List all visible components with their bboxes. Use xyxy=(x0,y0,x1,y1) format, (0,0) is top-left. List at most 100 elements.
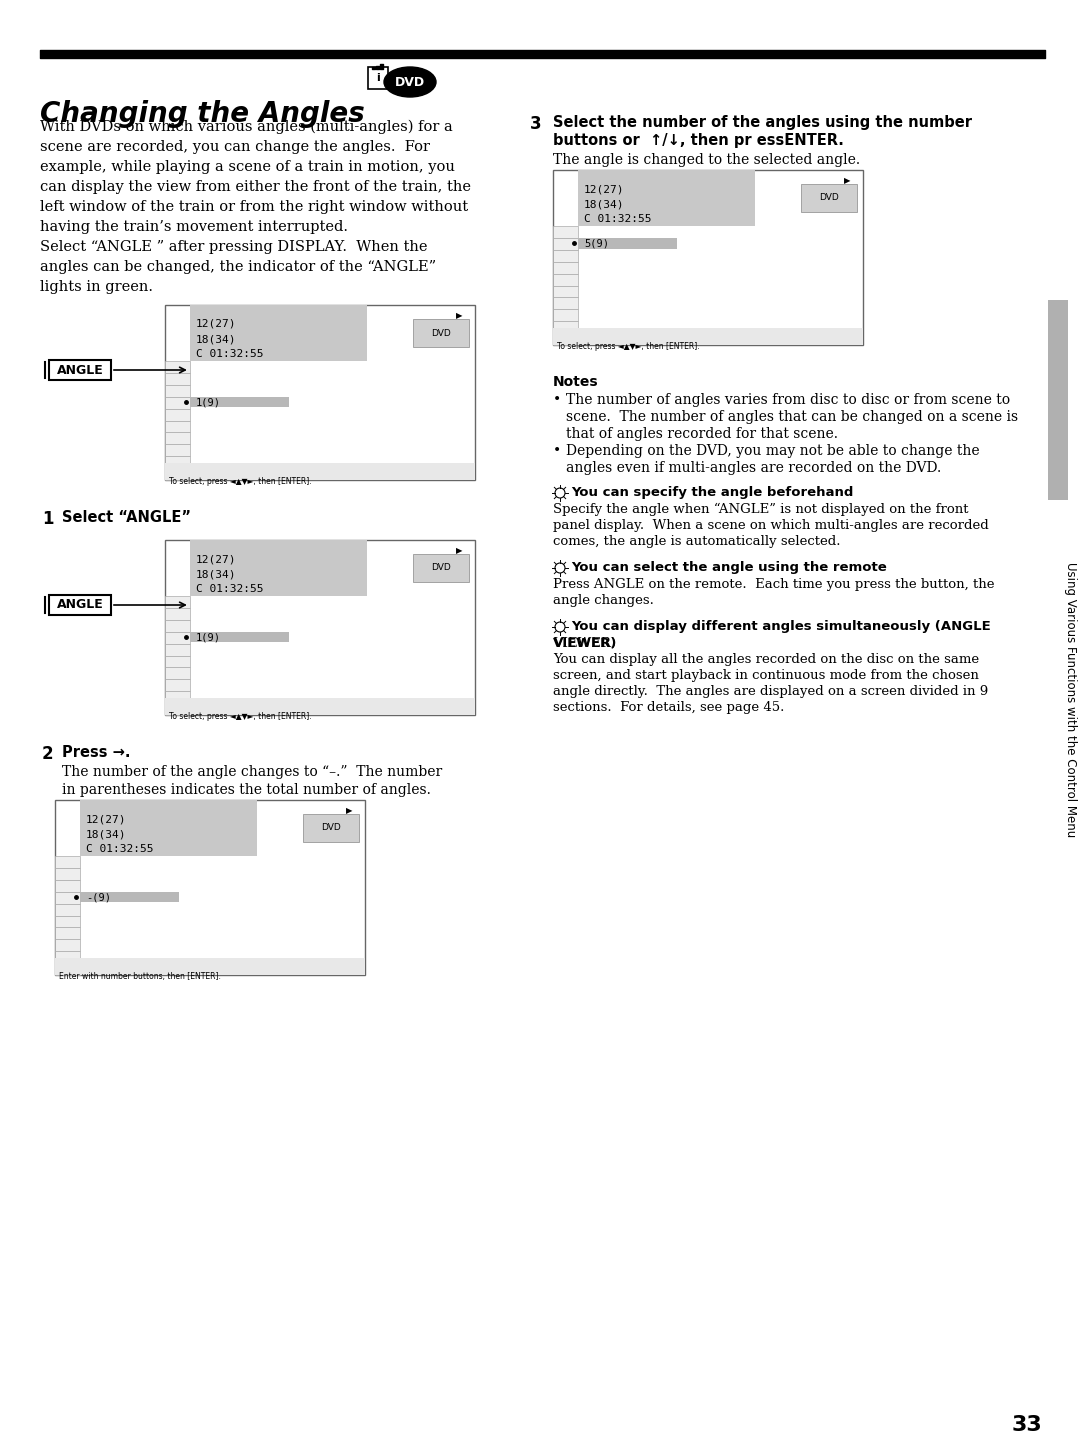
Text: 18(34): 18(34) xyxy=(195,334,237,344)
Bar xyxy=(165,692,190,703)
Text: screen, and start playback in continuous mode from the chosen: screen, and start playback in continuous… xyxy=(553,669,978,682)
Text: The number of angles varies from disc to disc or from scene to: The number of angles varies from disc to… xyxy=(566,393,1010,406)
Text: 1(9): 1(9) xyxy=(195,398,221,406)
Bar xyxy=(165,597,190,608)
Bar xyxy=(165,444,190,457)
Text: DVD: DVD xyxy=(431,563,450,572)
Text: angle changes.: angle changes. xyxy=(553,594,653,607)
Bar xyxy=(165,396,190,409)
Bar xyxy=(165,644,190,656)
Bar xyxy=(553,310,578,321)
Bar xyxy=(578,170,755,226)
Text: DVD: DVD xyxy=(321,823,341,833)
Text: With DVDs on which various angles (multi-angles) for a: With DVDs on which various angles (multi… xyxy=(40,120,453,134)
Text: having the train’s movement interrupted.: having the train’s movement interrupted. xyxy=(40,220,348,233)
Circle shape xyxy=(555,623,565,633)
Text: C 01:32:55: C 01:32:55 xyxy=(195,584,264,594)
Text: You can specify the angle beforehand: You can specify the angle beforehand xyxy=(571,486,853,499)
Bar xyxy=(55,904,80,915)
Text: ▶: ▶ xyxy=(456,546,462,555)
Bar xyxy=(413,318,469,347)
Text: panel display.  When a scene on which multi-angles are recorded: panel display. When a scene on which mul… xyxy=(553,519,989,532)
Text: ▶: ▶ xyxy=(456,311,462,320)
Bar xyxy=(165,656,190,667)
Text: The angle is changed to the selected angle.: The angle is changed to the selected ang… xyxy=(553,153,860,167)
Text: VIEWER): VIEWER) xyxy=(553,637,618,650)
Bar xyxy=(553,274,578,285)
Bar xyxy=(553,285,578,297)
Circle shape xyxy=(555,488,565,499)
Bar xyxy=(165,620,190,631)
Text: 12(27): 12(27) xyxy=(86,814,126,824)
Bar xyxy=(165,463,475,480)
Bar xyxy=(165,409,190,421)
Text: 1(9): 1(9) xyxy=(195,633,221,643)
Text: 12(27): 12(27) xyxy=(195,553,237,563)
Bar xyxy=(55,856,80,867)
Text: Select “ANGLE”: Select “ANGLE” xyxy=(62,510,191,525)
Circle shape xyxy=(555,563,565,574)
Text: Press ANGLE on the remote.  Each time you press the button, the: Press ANGLE on the remote. Each time you… xyxy=(553,578,995,591)
Text: 2: 2 xyxy=(42,745,54,762)
Bar xyxy=(553,333,578,344)
Bar xyxy=(553,170,863,344)
Text: angles even if multi-angles are recorded on the DVD.: angles even if multi-angles are recorded… xyxy=(566,461,942,476)
Bar xyxy=(190,305,366,362)
Bar xyxy=(55,940,80,951)
Text: Enter with number buttons, then [ENTER].: Enter with number buttons, then [ENTER]. xyxy=(59,973,221,981)
Bar xyxy=(165,385,190,396)
Text: scene.  The number of angles that can be changed on a scene is: scene. The number of angles that can be … xyxy=(566,411,1018,424)
Bar xyxy=(303,814,359,842)
Text: ▶: ▶ xyxy=(845,176,851,184)
FancyBboxPatch shape xyxy=(49,360,111,380)
Text: To select, press ◄▲▼►, then [ENTER].: To select, press ◄▲▼►, then [ENTER]. xyxy=(168,477,312,487)
Text: ANGLE: ANGLE xyxy=(56,363,104,376)
Bar xyxy=(55,951,80,963)
Text: Select the number of the angles using the number: Select the number of the angles using th… xyxy=(553,115,972,130)
Text: •: • xyxy=(553,393,562,406)
Bar xyxy=(165,697,475,715)
Text: Depending on the DVD, you may not be able to change the: Depending on the DVD, you may not be abl… xyxy=(566,444,980,458)
Bar xyxy=(55,867,80,880)
Text: 3: 3 xyxy=(530,115,542,133)
Text: left window of the train or from the right window without: left window of the train or from the rig… xyxy=(40,200,468,215)
Bar xyxy=(165,667,190,679)
Text: 33: 33 xyxy=(1011,1415,1042,1435)
Bar xyxy=(55,892,80,904)
Bar xyxy=(165,457,190,468)
Text: DVD: DVD xyxy=(431,329,450,337)
Text: Press →.: Press →. xyxy=(62,745,131,759)
Bar xyxy=(165,362,190,373)
Text: The number of the angle changes to “–.”  The number: The number of the angle changes to “–.” … xyxy=(62,765,442,780)
Text: VIEWER): VIEWER) xyxy=(553,637,616,650)
Text: ANGLE: ANGLE xyxy=(56,598,104,611)
Bar xyxy=(165,703,190,715)
Text: 12(27): 12(27) xyxy=(195,318,237,329)
Bar xyxy=(553,249,578,262)
Bar xyxy=(553,297,578,310)
Text: C 01:32:55: C 01:32:55 xyxy=(584,213,651,223)
Bar xyxy=(55,963,80,976)
Text: sections.  For details, see page 45.: sections. For details, see page 45. xyxy=(553,700,784,713)
Bar xyxy=(553,321,578,333)
Text: example, while playing a scene of a train in motion, you: example, while playing a scene of a trai… xyxy=(40,160,455,174)
Bar xyxy=(165,432,190,444)
Bar xyxy=(80,800,257,856)
Text: 18(34): 18(34) xyxy=(86,829,126,839)
Text: C 01:32:55: C 01:32:55 xyxy=(86,843,153,853)
Bar xyxy=(55,928,80,940)
Bar xyxy=(55,880,80,892)
FancyBboxPatch shape xyxy=(49,595,111,615)
Text: 5(9): 5(9) xyxy=(584,238,609,248)
Text: DVD: DVD xyxy=(395,75,426,88)
Bar xyxy=(801,184,856,212)
Bar xyxy=(1048,300,1068,500)
Bar xyxy=(553,262,578,274)
Bar xyxy=(165,305,475,480)
Text: 18(34): 18(34) xyxy=(584,199,624,209)
Bar xyxy=(553,327,863,344)
Bar xyxy=(368,66,388,89)
Text: in parentheses indicates the total number of angles.: in parentheses indicates the total numbe… xyxy=(62,782,431,797)
Bar xyxy=(190,631,289,643)
Text: scene are recorded, you can change the angles.  For: scene are recorded, you can change the a… xyxy=(40,140,430,154)
